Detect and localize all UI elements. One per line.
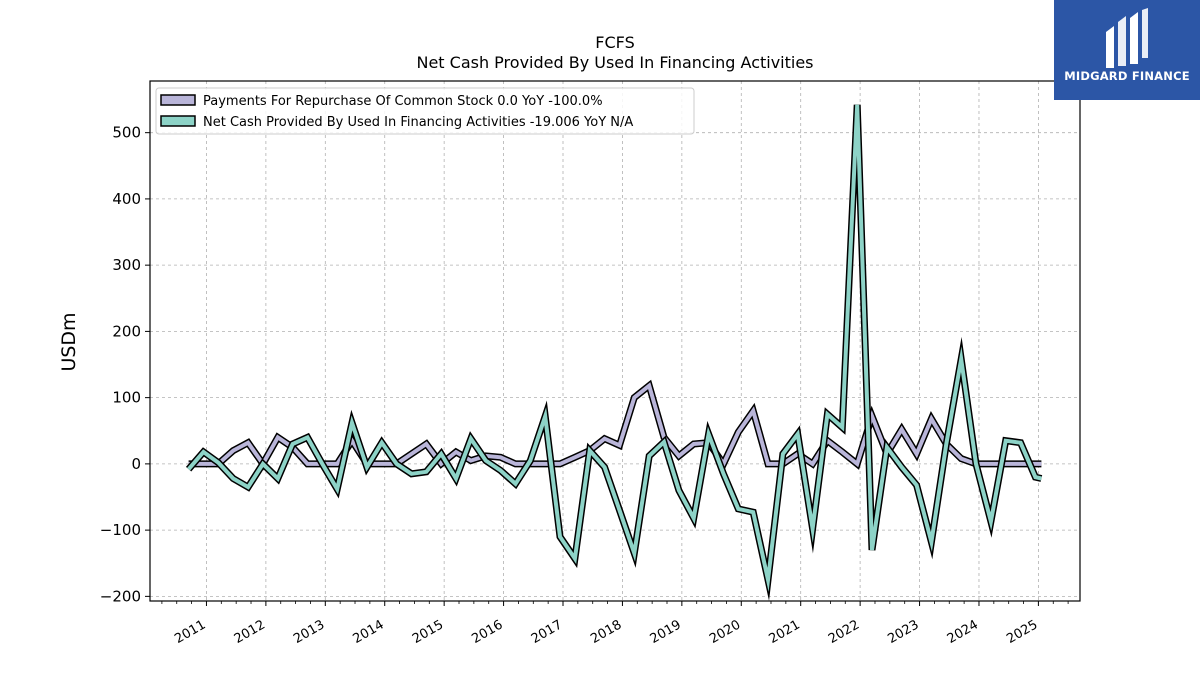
x-tick-label: 2015 — [410, 617, 446, 647]
y-tick-label: −200 — [100, 587, 141, 605]
legend-label-2: Net Cash Provided By Used In Financing A… — [203, 115, 633, 130]
y-tick-label: −100 — [100, 521, 141, 539]
y-tick-label: 500 — [112, 124, 141, 142]
legend-label-1: Payments For Repurchase Of Common Stock … — [203, 94, 603, 109]
legend: Payments For Repurchase Of Common Stock … — [155, 87, 695, 135]
chart-subtitle: Net Cash Provided By Used In Financing A… — [416, 53, 813, 72]
x-tick-label: 2022 — [826, 617, 862, 647]
chart-title: FCFS — [595, 33, 634, 52]
x-tick-label: 2019 — [648, 617, 684, 647]
x-tick-label: 2016 — [469, 617, 505, 647]
y-tick-label: 400 — [112, 190, 141, 208]
legend-box — [155, 87, 695, 135]
y-axis-label: USDm — [58, 312, 80, 371]
brand-logo-mark — [1106, 8, 1148, 68]
brand-name: MIDGARD FINANCE — [1064, 69, 1190, 83]
x-tick-label: 2012 — [232, 617, 268, 647]
x-tick-label: 2021 — [767, 617, 803, 647]
series-layer — [185, 104, 1043, 601]
x-tick-label: 2018 — [588, 617, 624, 647]
series-line-1 — [188, 382, 1042, 468]
y-tick-label: 200 — [112, 322, 141, 340]
plot-frame — [149, 80, 1081, 602]
legend-swatch-2 — [160, 115, 196, 127]
legend-swatch-1 — [160, 94, 196, 106]
x-tick-label: 2011 — [172, 617, 208, 647]
brand-logo: MIDGARD FINANCE — [1054, 0, 1200, 100]
series-line-2 — [187, 104, 1042, 592]
y-tick-label: 0 — [131, 455, 141, 473]
x-tick-label: 2014 — [351, 617, 387, 647]
series-outline-2 — [185, 104, 1043, 601]
y-tick-label: 300 — [112, 256, 141, 274]
x-tick-label: 2023 — [885, 617, 921, 647]
x-tick-label: 2013 — [291, 617, 327, 647]
grid-layer — [150, 81, 1080, 601]
x-tick-label: 2025 — [1004, 617, 1040, 647]
y-tick-label: 100 — [112, 389, 141, 407]
tick-layer: −200 −100 0 100 200 300 400 500 2011 2012 2013 2014… — [100, 124, 1069, 647]
x-tick-label: 2020 — [707, 617, 743, 647]
x-tick-label: 2024 — [945, 617, 981, 647]
x-tick-label: 2017 — [529, 617, 565, 647]
